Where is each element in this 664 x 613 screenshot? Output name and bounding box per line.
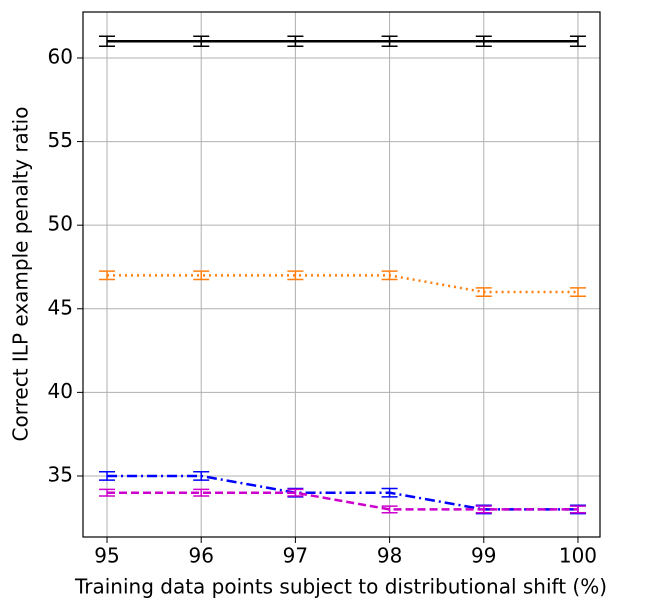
x-axis-label: Training data points subject to distribu…	[74, 575, 607, 599]
y-axis-label: Correct ILP example penalty ratio	[9, 107, 33, 442]
series-line	[107, 474, 578, 511]
x-tick-label: 96	[188, 544, 213, 568]
x-tick-label: 100	[559, 544, 597, 568]
x-tick-label: 98	[377, 544, 402, 568]
y-tick-label: 60	[48, 44, 73, 68]
x-tick-label: 97	[283, 544, 308, 568]
y-tick-label: 45	[48, 295, 73, 319]
y-tick-label: 50	[48, 212, 73, 236]
series-line	[107, 491, 578, 511]
y-tick-label: 40	[48, 379, 73, 403]
series-line	[107, 274, 578, 294]
x-tick-label: 95	[94, 544, 119, 568]
plot-frame	[82, 11, 601, 538]
y-tick-label: 55	[48, 128, 73, 152]
x-tick-label: 99	[471, 544, 496, 568]
y-tick-label: 35	[48, 462, 73, 486]
